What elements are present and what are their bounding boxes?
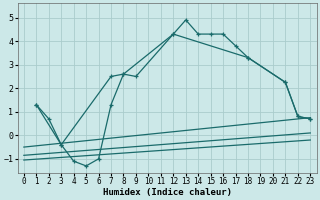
X-axis label: Humidex (Indice chaleur): Humidex (Indice chaleur) — [103, 188, 232, 197]
